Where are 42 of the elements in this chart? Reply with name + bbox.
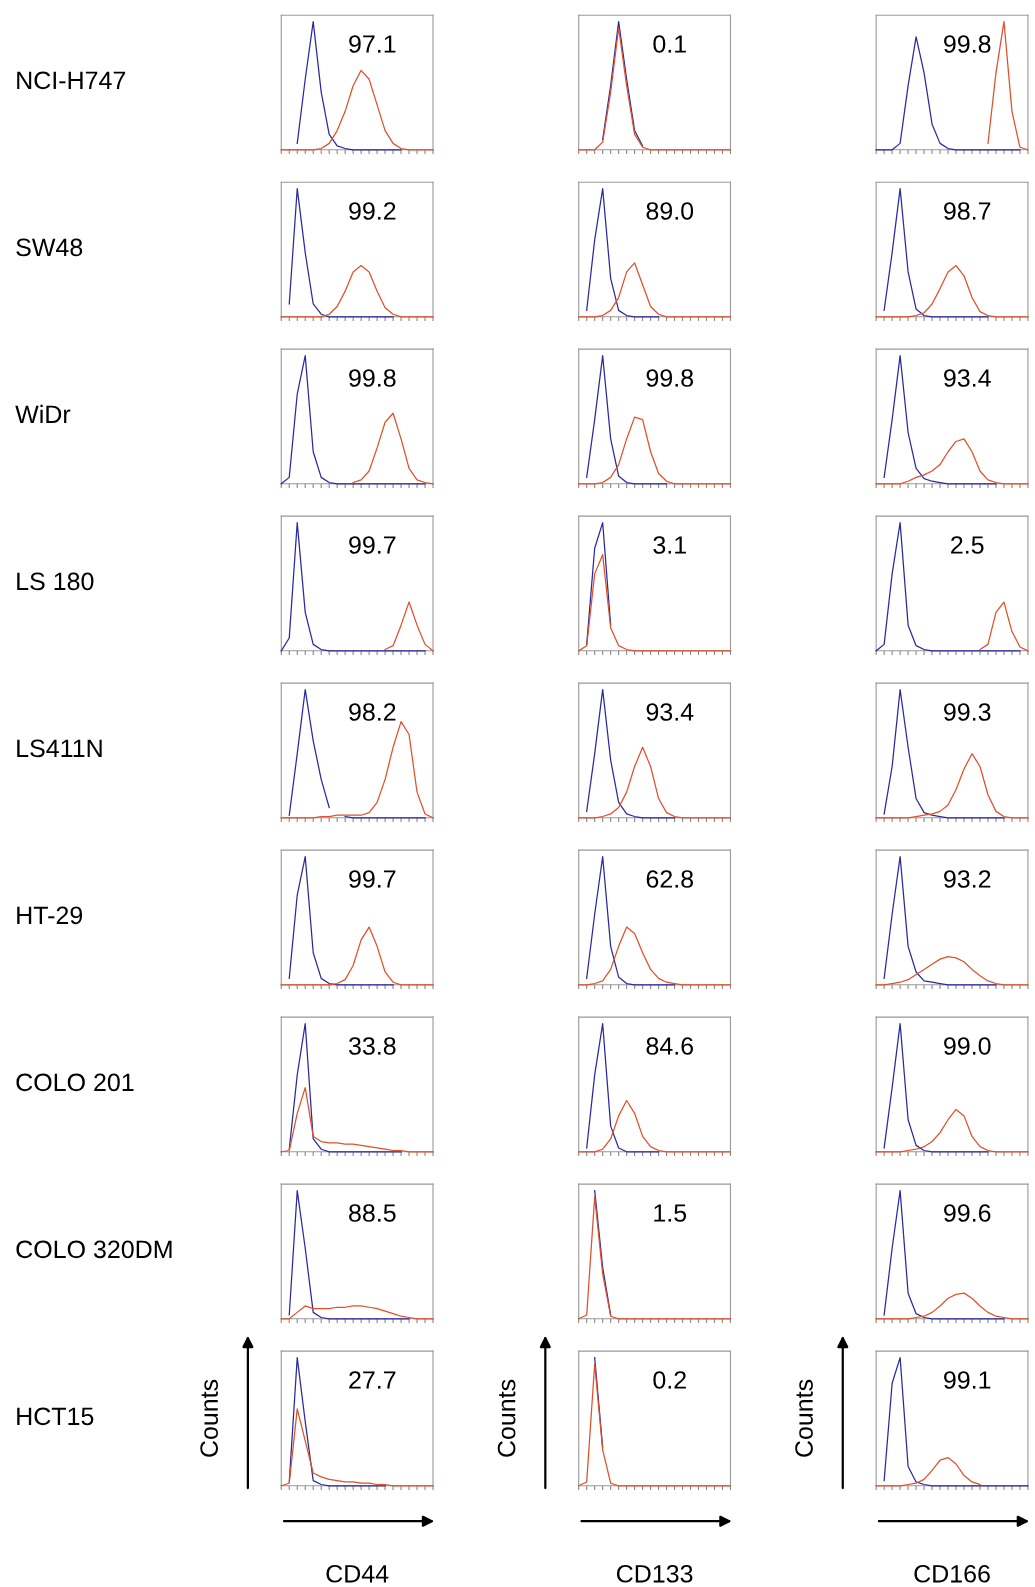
annotation: 2.5: [951, 536, 984, 554]
text: LS411N: [17, 739, 102, 758]
annotation: 88.5: [349, 1204, 396, 1222]
annotation: 99.7: [349, 536, 396, 554]
y-axis-title: Counts: [795, 1379, 813, 1457]
annotation: 0.1: [653, 35, 686, 53]
annotation: 89.0: [646, 202, 694, 220]
x-axis-title: CD44: [326, 1564, 389, 1583]
annotation: 99.8: [349, 369, 396, 387]
text: LS 180: [17, 572, 94, 591]
text: HT-29: [17, 906, 83, 925]
annotation: 93.4: [944, 369, 991, 387]
y-axis-title: Counts: [200, 1379, 218, 1457]
annotation: 99.8: [944, 35, 991, 53]
text: SW48: [16, 238, 83, 257]
annotation: 99.6: [944, 1204, 991, 1222]
annotation: 93.4: [646, 703, 694, 721]
annotation: 99.7: [349, 870, 396, 888]
x-axis-title: CD133: [616, 1564, 693, 1583]
annotation: 27.7: [349, 1371, 396, 1389]
annotation: 98.7: [944, 202, 991, 220]
annotation: 33.8: [348, 1037, 396, 1055]
annotation: 97.1: [349, 35, 396, 53]
annotation: 0.2: [653, 1371, 686, 1389]
annotation: 99.2: [349, 202, 396, 220]
x-axis-title: CD166: [914, 1564, 990, 1583]
annotation: 99.3: [944, 703, 991, 721]
text: HCT15: [17, 1407, 94, 1426]
annotation: 99.0: [944, 1037, 991, 1055]
annotation: 99.1: [944, 1371, 991, 1389]
annotation: 93.2: [944, 870, 991, 888]
annotation: 98.2: [349, 703, 396, 721]
text: COLO 320DM: [16, 1240, 172, 1259]
annotation: 99.8: [646, 369, 694, 387]
y-axis-title: Counts: [497, 1379, 516, 1457]
text: WiDr: [15, 404, 71, 423]
text: COLO 201: [16, 1073, 134, 1092]
annotation: 62.8: [646, 870, 694, 888]
annotation: 1.5: [654, 1204, 687, 1222]
annotation: 3.1: [653, 536, 686, 554]
text: NCI-H747: [17, 71, 126, 90]
annotation: 84.6: [646, 1037, 693, 1055]
